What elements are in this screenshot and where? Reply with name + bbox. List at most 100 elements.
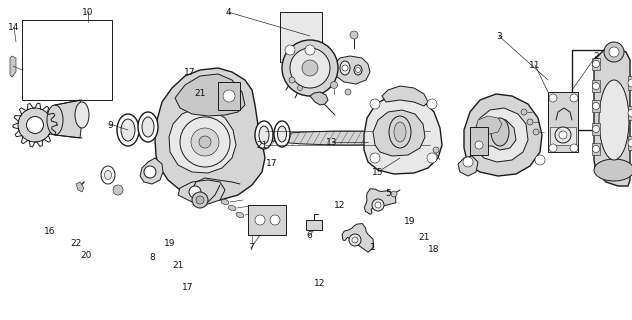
Circle shape: [355, 68, 360, 73]
Circle shape: [27, 116, 44, 133]
Bar: [280, 12, 322, 62]
Circle shape: [191, 128, 219, 156]
Text: 19: 19: [404, 218, 416, 227]
Bar: [550, 127, 576, 145]
Bar: [22, 20, 112, 100]
Ellipse shape: [274, 121, 290, 147]
Text: 17: 17: [182, 284, 194, 292]
Polygon shape: [364, 189, 396, 214]
Polygon shape: [155, 68, 265, 200]
Text: 2: 2: [593, 52, 599, 60]
Circle shape: [609, 47, 619, 57]
Polygon shape: [476, 116, 502, 134]
Bar: [628, 76, 632, 90]
Ellipse shape: [594, 159, 632, 181]
Polygon shape: [55, 100, 82, 138]
Ellipse shape: [221, 199, 229, 205]
Ellipse shape: [354, 65, 362, 75]
Circle shape: [549, 94, 557, 102]
Ellipse shape: [104, 171, 111, 180]
Bar: [248, 205, 286, 235]
Bar: [306, 220, 322, 230]
Ellipse shape: [138, 112, 158, 142]
Text: 4: 4: [225, 7, 231, 17]
Circle shape: [345, 89, 351, 95]
Circle shape: [604, 42, 624, 62]
Polygon shape: [178, 180, 225, 204]
Ellipse shape: [47, 105, 63, 135]
Circle shape: [289, 77, 295, 83]
Text: 10: 10: [82, 7, 94, 17]
Ellipse shape: [259, 126, 269, 144]
Text: 19: 19: [164, 239, 176, 249]
Circle shape: [113, 185, 123, 195]
Circle shape: [223, 90, 235, 102]
Circle shape: [290, 48, 330, 88]
Ellipse shape: [101, 166, 115, 184]
Text: 7: 7: [248, 244, 254, 252]
Circle shape: [427, 153, 437, 163]
Polygon shape: [332, 56, 370, 84]
Circle shape: [331, 82, 337, 89]
Circle shape: [302, 60, 318, 76]
Text: 14: 14: [8, 22, 20, 31]
Circle shape: [305, 45, 315, 55]
Ellipse shape: [75, 102, 89, 128]
Ellipse shape: [228, 205, 236, 211]
Text: 13: 13: [326, 138, 337, 147]
Circle shape: [391, 191, 397, 197]
Bar: [628, 106, 632, 120]
Bar: [592, 143, 600, 155]
Polygon shape: [76, 182, 84, 192]
Circle shape: [282, 40, 338, 96]
Circle shape: [427, 99, 437, 109]
Circle shape: [433, 147, 439, 153]
Text: 20: 20: [80, 252, 92, 260]
Circle shape: [255, 215, 265, 225]
Text: 9: 9: [107, 121, 113, 130]
Circle shape: [196, 196, 204, 204]
Circle shape: [592, 60, 600, 68]
Polygon shape: [10, 56, 16, 77]
Text: 12: 12: [314, 279, 325, 289]
Bar: [218, 82, 240, 110]
Polygon shape: [382, 86, 428, 106]
Circle shape: [342, 65, 348, 71]
Ellipse shape: [599, 80, 629, 160]
Text: 11: 11: [529, 60, 541, 69]
Circle shape: [370, 99, 380, 109]
Polygon shape: [364, 94, 442, 174]
Ellipse shape: [121, 119, 135, 141]
Text: 16: 16: [44, 228, 56, 236]
Text: 17: 17: [266, 158, 277, 167]
Circle shape: [199, 136, 211, 148]
Circle shape: [298, 85, 303, 91]
Circle shape: [535, 155, 545, 165]
Circle shape: [549, 144, 557, 152]
Polygon shape: [474, 108, 528, 162]
Polygon shape: [458, 156, 478, 176]
Polygon shape: [169, 108, 236, 173]
Circle shape: [628, 139, 632, 147]
Ellipse shape: [389, 116, 411, 148]
Text: 21: 21: [257, 140, 268, 149]
Circle shape: [628, 109, 632, 117]
Text: 5: 5: [385, 189, 391, 198]
Text: 3: 3: [496, 31, 502, 41]
Circle shape: [372, 199, 384, 211]
Circle shape: [370, 153, 380, 163]
Text: 8: 8: [149, 253, 155, 262]
Text: 6: 6: [306, 231, 312, 241]
Circle shape: [592, 125, 600, 132]
Ellipse shape: [491, 118, 509, 146]
Circle shape: [285, 45, 295, 55]
Ellipse shape: [394, 122, 406, 142]
Bar: [628, 136, 632, 150]
Circle shape: [559, 131, 567, 139]
Bar: [572, 50, 622, 130]
Circle shape: [270, 215, 280, 225]
Bar: [470, 127, 488, 155]
Circle shape: [144, 166, 156, 178]
Polygon shape: [342, 224, 374, 252]
Polygon shape: [480, 118, 516, 150]
